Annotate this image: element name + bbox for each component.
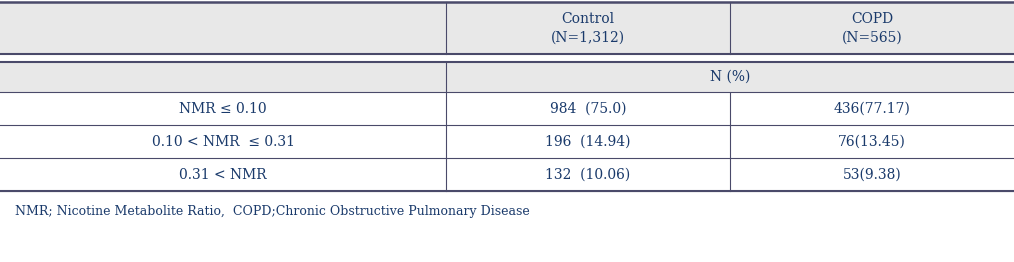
Text: 76(13.45): 76(13.45) xyxy=(839,135,906,149)
Text: Control
(N=1,312): Control (N=1,312) xyxy=(551,12,626,44)
Text: COPD
(N=565): COPD (N=565) xyxy=(842,12,902,44)
Text: 984  (75.0): 984 (75.0) xyxy=(550,102,627,116)
Text: NMR ≤ 0.10: NMR ≤ 0.10 xyxy=(179,102,267,116)
Text: 132  (10.06): 132 (10.06) xyxy=(546,168,631,182)
Text: 0.31 < NMR: 0.31 < NMR xyxy=(179,168,267,182)
Text: 0.10 < NMR  ≤ 0.31: 0.10 < NMR ≤ 0.31 xyxy=(151,135,295,149)
Text: N (%): N (%) xyxy=(710,70,750,84)
Text: 196  (14.94): 196 (14.94) xyxy=(546,135,631,149)
Text: 436(77.17): 436(77.17) xyxy=(834,102,911,116)
Bar xyxy=(0,2,1014,54)
Bar xyxy=(0,126,1014,158)
Bar xyxy=(0,93,1014,125)
Text: NMR; Nicotine Metabolite Ratio,  COPD;Chronic Obstructive Pulmonary Disease: NMR; Nicotine Metabolite Ratio, COPD;Chr… xyxy=(15,205,530,218)
Text: 53(9.38): 53(9.38) xyxy=(843,168,901,182)
Bar xyxy=(0,62,1014,92)
Bar xyxy=(0,159,1014,191)
